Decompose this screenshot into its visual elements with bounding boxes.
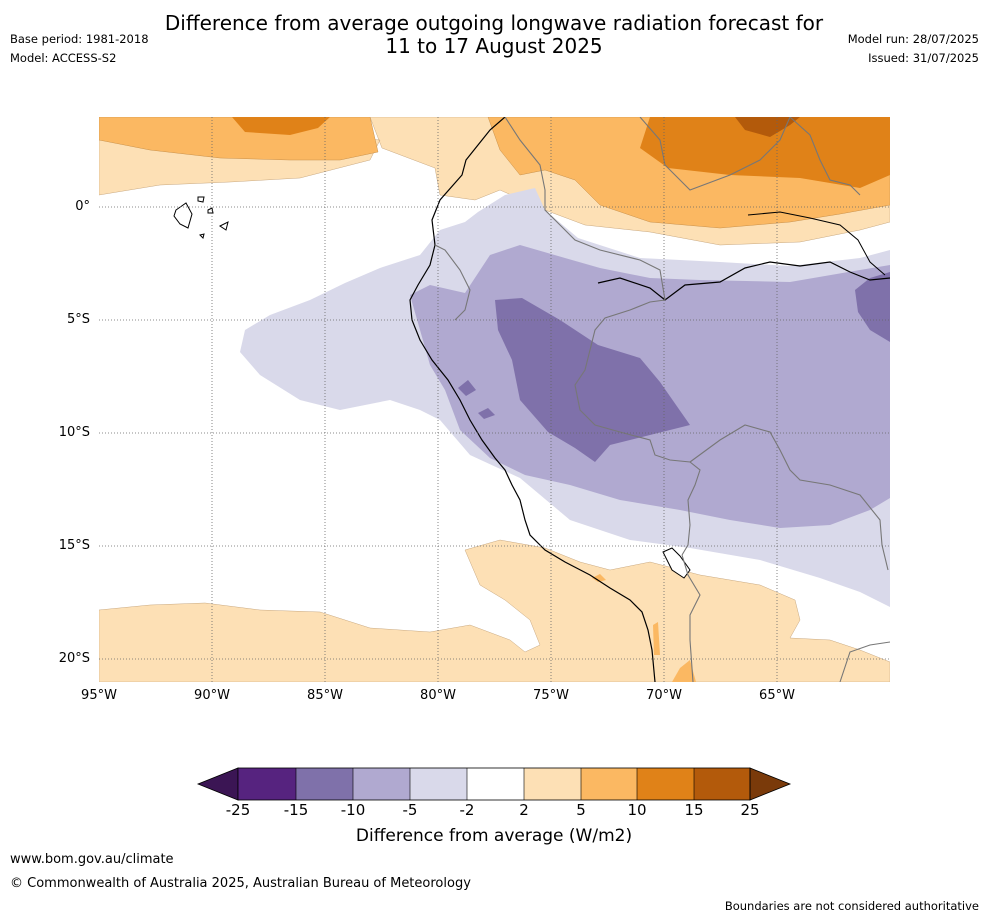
colorbar-tick: 15 — [684, 801, 704, 819]
colorbar-swatch-3 — [353, 768, 410, 800]
colorbar-swatch-8 — [637, 768, 694, 800]
anomaly-region-plus5-south-b — [592, 574, 606, 582]
coastline — [409, 117, 656, 682]
lat-label-15s: 15°S — [58, 538, 90, 553]
website-link[interactable]: www.bom.gov.au/climate — [10, 852, 174, 867]
island-galapagos-1 — [173, 202, 193, 229]
island-galapagos-2 — [197, 196, 205, 203]
lat-label-10s: 10°S — [58, 425, 90, 440]
colorbar-extend-low — [196, 767, 239, 801]
lon-label-80w: 80°W — [420, 688, 456, 703]
anomaly-region-plus5-south-c — [653, 622, 660, 655]
gridlines — [99, 117, 890, 682]
colorbar-swatch-1 — [238, 768, 296, 800]
lon-label-70w: 70°W — [646, 688, 682, 703]
amazon-river — [597, 261, 890, 301]
colorbar-frame — [237, 767, 751, 801]
country-borders — [434, 117, 890, 682]
title-line-1: Difference from average outgoing longwav… — [164, 11, 824, 35]
title-line-2: 11 to 17 August 2025 — [385, 34, 603, 58]
anomaly-region-plus15-northeast — [735, 117, 800, 137]
colorbar-tick: 5 — [576, 801, 586, 819]
colorbar-tick: 2 — [519, 801, 529, 819]
map-panel — [99, 117, 890, 682]
anomaly-region-plus5-south-a — [672, 660, 696, 682]
anomaly-region-minus10-central — [495, 298, 690, 462]
lat-label-20s: 20°S — [58, 651, 90, 666]
colorbar-tick: -5 — [402, 801, 418, 819]
colorbar — [196, 767, 792, 801]
colorbar-dividers — [295, 768, 695, 800]
anomaly-region-minus10-east — [855, 272, 890, 342]
colorbar-swatch-9 — [694, 768, 750, 800]
colorbar-swatch-7 — [581, 768, 637, 800]
colorbar-title: Difference from average (W/m2) — [355, 826, 633, 846]
colorbar-tick: -25 — [225, 801, 251, 819]
lon-label-75w: 75°W — [533, 688, 569, 703]
colorbar-tick: -2 — [459, 801, 475, 819]
lon-label-90w: 90°W — [194, 688, 230, 703]
anomaly-region-plus10-northeast — [640, 117, 890, 188]
anomaly-region-plus10-northwest — [232, 117, 330, 135]
issued-date: Issued: 31/07/2025 — [868, 51, 979, 65]
model-name: Model: ACCESS-S2 — [10, 51, 117, 65]
island-galapagos-3 — [219, 221, 229, 231]
colorbar-tick: 10 — [627, 801, 647, 819]
page-title: Difference from average outgoing longwav… — [0, 12, 988, 58]
rio-negro — [747, 211, 886, 276]
colorbar-swatch-6 — [524, 768, 581, 800]
copyright-notice: © Commonwealth of Australia 2025, Austra… — [10, 876, 471, 891]
lon-label-65w: 65°W — [759, 688, 795, 703]
colorbar-swatch-2 — [296, 768, 353, 800]
lat-label-0: 0° — [75, 199, 90, 214]
colorbar-tick: 25 — [740, 801, 760, 819]
island-galapagos-5 — [207, 207, 214, 214]
colorbar-extend-high — [749, 767, 792, 801]
lon-label-95w: 95°W — [81, 688, 117, 703]
colorbar-tick: -10 — [340, 801, 366, 819]
colorbar-tick: -15 — [283, 801, 309, 819]
base-period: Base period: 1981-2018 — [10, 32, 149, 46]
lon-label-85w: 85°W — [307, 688, 343, 703]
model-run: Model run: 28/07/2025 — [847, 32, 979, 46]
colorbar-swatch-4 — [410, 768, 467, 800]
lake-titicaca — [662, 547, 691, 579]
anomaly-region-minus10-spot-b — [478, 408, 495, 419]
anomaly-region-plus2-south — [99, 539, 890, 682]
island-galapagos-4 — [199, 233, 205, 239]
anomaly-region-minus10-spot-a — [458, 380, 476, 396]
lat-label-5s: 5°S — [66, 312, 90, 327]
boundaries-disclaimer: Boundaries are not considered authoritat… — [724, 899, 979, 913]
colorbar-swatch-5 — [467, 768, 524, 800]
